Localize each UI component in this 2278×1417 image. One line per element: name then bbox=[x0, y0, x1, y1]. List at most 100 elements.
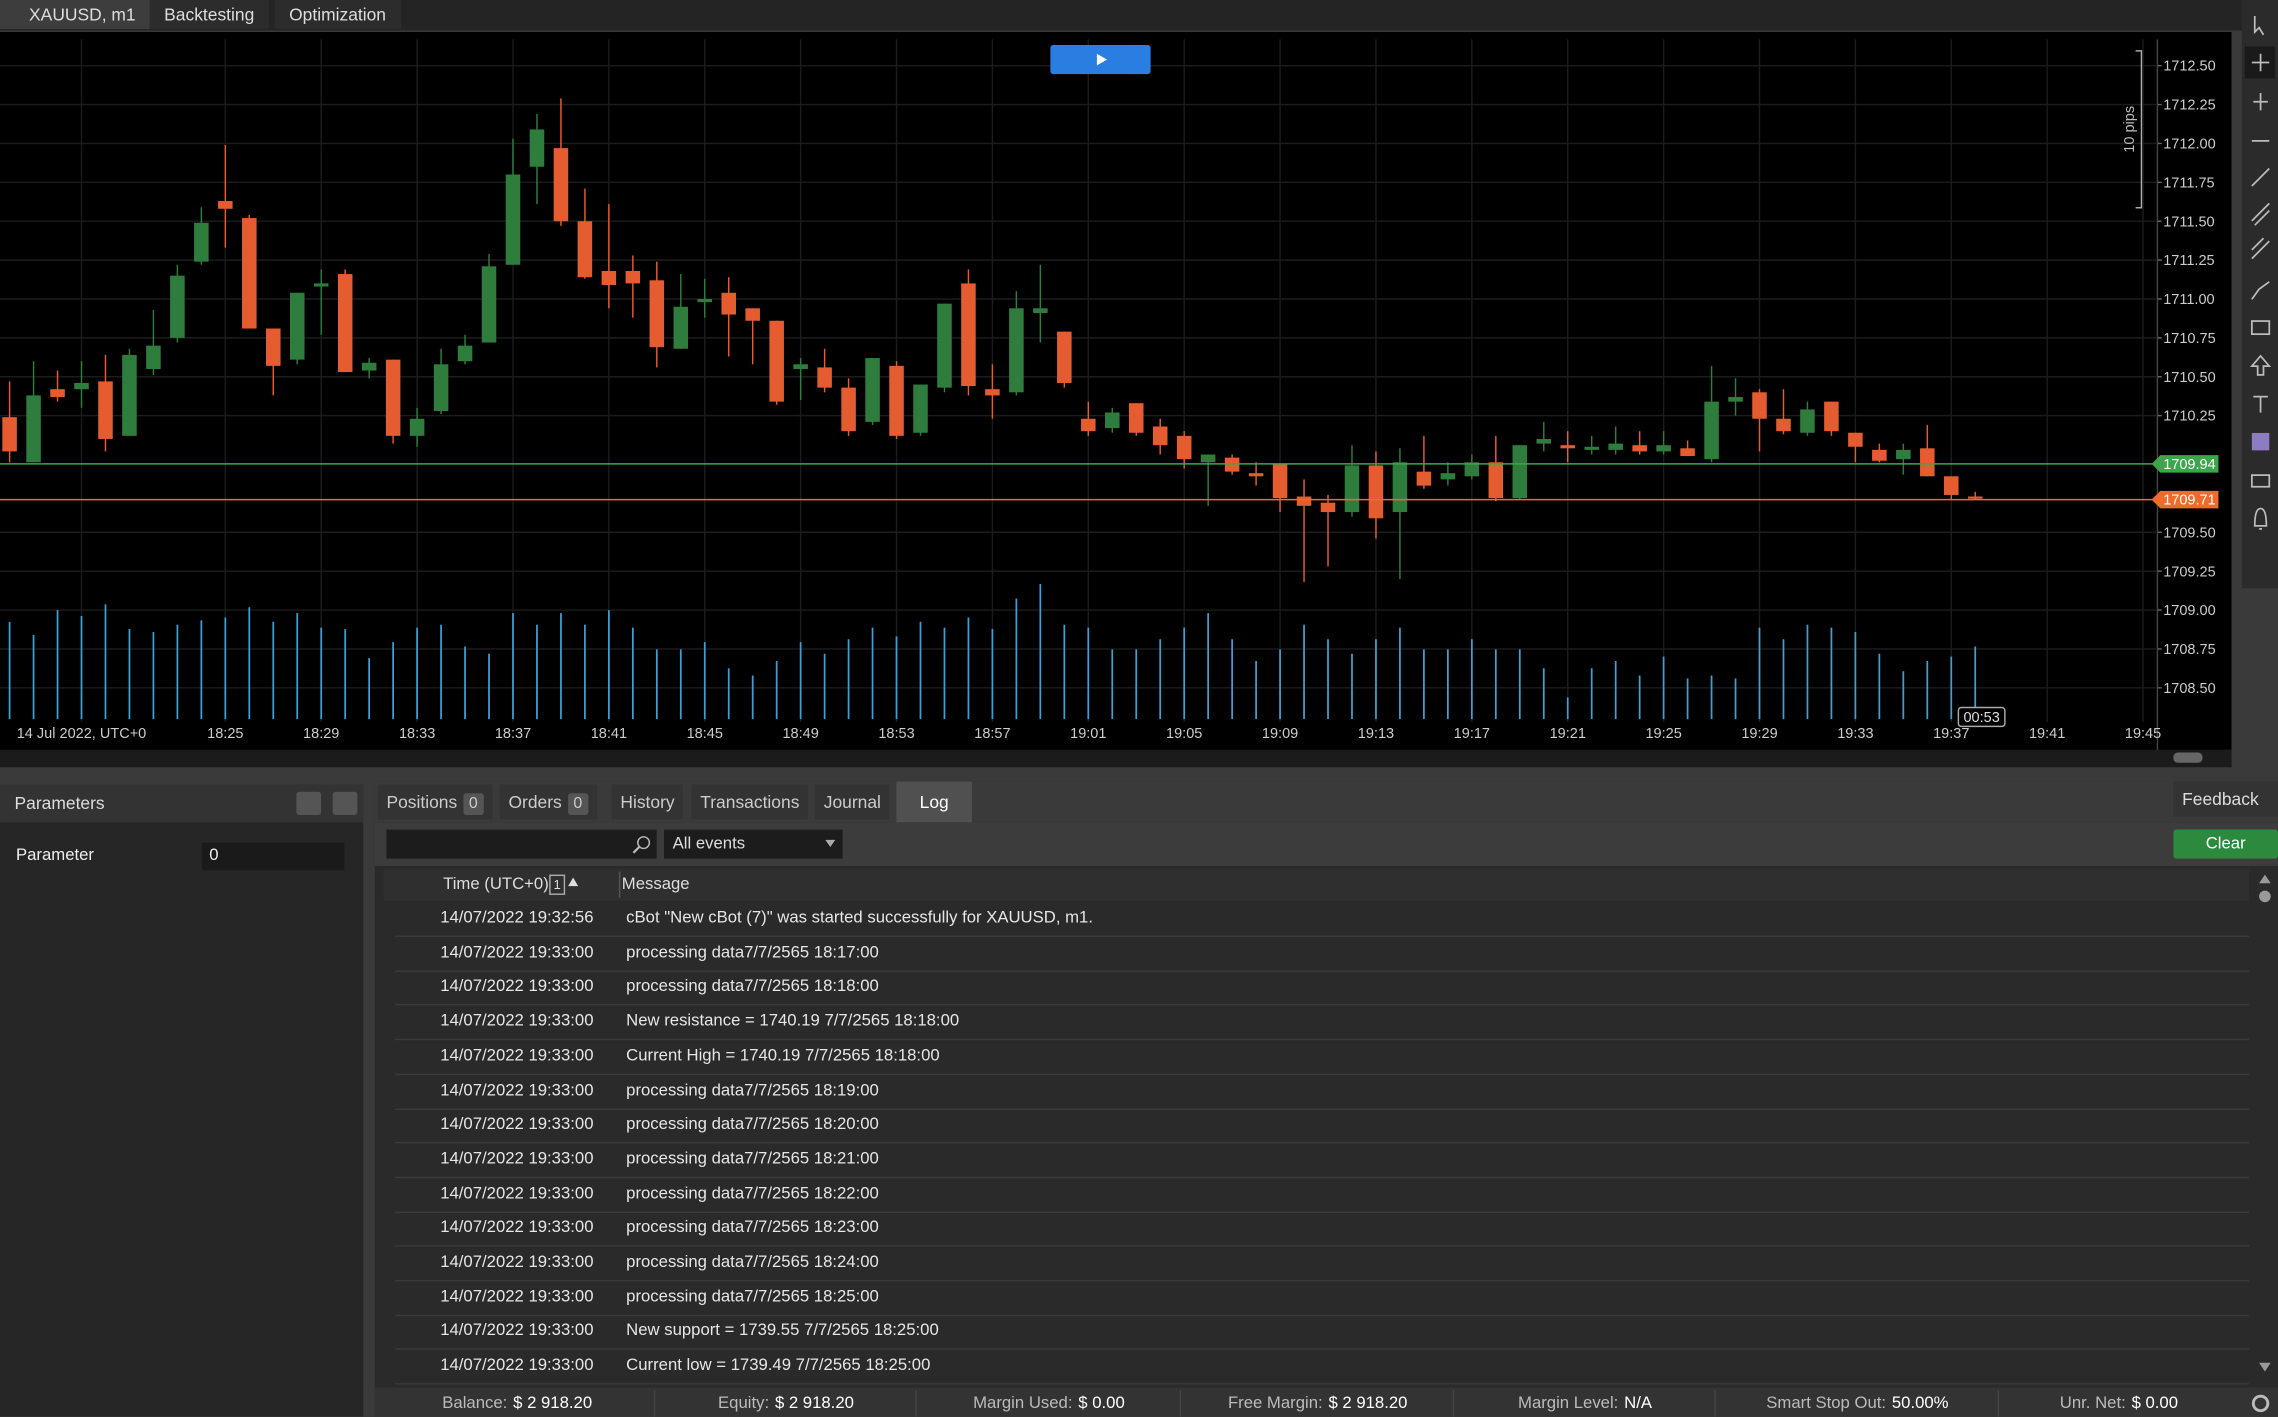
bottom-tab[interactable]: Transactions bbox=[691, 784, 809, 820]
log-row[interactable]: 14/07/2022 19:33:00 Current low = 1739.49… bbox=[395, 1350, 2249, 1385]
candle-body bbox=[74, 382, 89, 390]
candle-body bbox=[505, 174, 521, 265]
candle-body bbox=[1248, 473, 1264, 477]
event-filter[interactable]: All events bbox=[663, 829, 843, 859]
y-tick-label: 1711.25 bbox=[2163, 253, 2214, 269]
log-row[interactable]: 14/07/2022 19:33:00 Current High = 1740.1… bbox=[395, 1040, 2249, 1075]
candle-body bbox=[481, 266, 497, 343]
candle-body bbox=[385, 359, 401, 436]
message-column-header[interactable]: Message bbox=[621, 876, 690, 894]
candle-body bbox=[1488, 462, 1504, 499]
log-time: 14/07/2022 19:33:00 bbox=[440, 1047, 594, 1065]
toolbar-bg bbox=[2241, 0, 2278, 589]
bottom-tab[interactable]: Orders 0 bbox=[499, 784, 597, 820]
x-tick-label: 18:29 bbox=[303, 726, 339, 742]
tool-fib[interactable] bbox=[2251, 237, 2270, 260]
tool-text[interactable] bbox=[2253, 395, 2268, 413]
tool-pattern[interactable] bbox=[2251, 281, 2270, 300]
x-tick-label: 18:57 bbox=[974, 726, 1010, 742]
log-row[interactable]: 14/07/2022 19:33:00 processing data7/7/25… bbox=[395, 971, 2249, 1006]
log-row[interactable]: 14/07/2022 19:33:00 New resistance = 1740… bbox=[395, 1005, 2249, 1041]
log-row[interactable]: 14/07/2022 19:33:00 processing data7/7/25… bbox=[395, 937, 2249, 972]
candle-body bbox=[1680, 448, 1695, 457]
x-tick-label: 19:37 bbox=[1933, 726, 1969, 742]
time-column-header[interactable]: Time (UTC+0) bbox=[443, 876, 549, 894]
log-message: processing data7/7/2565 18:25:00 bbox=[626, 1288, 879, 1306]
tool-crosshair[interactable] bbox=[2251, 53, 2270, 72]
y-tick-label: 1711.75 bbox=[2163, 175, 2214, 191]
top-tab[interactable]: Backtesting bbox=[149, 0, 269, 30]
price-label: 1709.94 bbox=[2163, 457, 2215, 473]
save-button[interactable] bbox=[332, 791, 358, 816]
log-message: processing data7/7/2565 18:24:00 bbox=[626, 1253, 879, 1272]
status-value: $ 2 918.20 bbox=[774, 1394, 854, 1413]
tool-arrow[interactable] bbox=[2249, 354, 2272, 376]
settings-icon[interactable] bbox=[2249, 1392, 2272, 1415]
log-message: Current High = 1740.19 7/7/2565 18:18:00 bbox=[626, 1047, 940, 1065]
log-row[interactable]: 14/07/2022 19:33:00 processing data7/7/25… bbox=[395, 1247, 2249, 1282]
v-scrollbar[interactable] bbox=[2252, 869, 2278, 1380]
bottom-tab[interactable]: Positions 0 bbox=[377, 784, 493, 820]
x-tick-label: 19:05 bbox=[1166, 726, 1202, 742]
candle-body bbox=[146, 345, 161, 369]
x-tick-label: 19:17 bbox=[1454, 726, 1490, 742]
tool-color[interactable] bbox=[2251, 432, 2270, 451]
log-row[interactable]: 14/07/2022 19:33:00 processing data7/7/25… bbox=[395, 1212, 2249, 1247]
tool-rect[interactable] bbox=[2250, 320, 2271, 336]
top-tab[interactable]: XAUUSD, m1 bbox=[0, 0, 151, 30]
candle-body bbox=[937, 303, 952, 388]
candle-body bbox=[793, 364, 808, 369]
tab-label: Positions bbox=[386, 791, 458, 813]
top-tab[interactable]: Optimization bbox=[274, 0, 401, 30]
tool-measure[interactable] bbox=[2253, 92, 2268, 111]
log-message: processing data7/7/2565 18:17:00 bbox=[626, 943, 879, 962]
load-button[interactable] bbox=[296, 791, 322, 816]
tool-alert[interactable] bbox=[2253, 507, 2268, 530]
h-scrollbar[interactable] bbox=[0, 749, 2232, 768]
tool-channel[interactable] bbox=[2251, 202, 2270, 226]
bottom-tab[interactable]: Log bbox=[896, 781, 972, 823]
log-row[interactable]: 14/07/2022 19:33:00 processing data7/7/25… bbox=[395, 1143, 2249, 1179]
status-label: Unr. Net: bbox=[2059, 1394, 2126, 1413]
log-time: 14/07/2022 19:33:00 bbox=[440, 1012, 594, 1031]
bottom-tab[interactable]: History bbox=[611, 784, 684, 820]
log-time: 14/07/2022 19:33:00 bbox=[440, 1357, 594, 1375]
log-time: 14/07/2022 19:33:00 bbox=[440, 1184, 594, 1203]
candle-body bbox=[1272, 463, 1288, 499]
play-button[interactable] bbox=[1050, 45, 1151, 75]
feedback-button[interactable]: Feedback bbox=[2173, 781, 2278, 817]
candle-body bbox=[1057, 331, 1072, 383]
clear-button[interactable]: Clear bbox=[2173, 829, 2278, 859]
price-label-bg bbox=[2151, 455, 2219, 473]
status-value: $ 2 918.20 bbox=[1328, 1394, 1408, 1413]
price-label: 1709.71 bbox=[2163, 493, 2215, 509]
bottom-tab[interactable]: Journal bbox=[815, 784, 890, 820]
status-label: Equity: bbox=[718, 1394, 770, 1413]
search-box[interactable] bbox=[386, 829, 657, 859]
play-icon bbox=[1096, 53, 1108, 66]
log-time: 14/07/2022 19:32:56 bbox=[440, 909, 594, 927]
tool-screenshot[interactable] bbox=[2250, 474, 2271, 488]
candle-body bbox=[218, 200, 233, 209]
log-message: processing data7/7/2565 18:19:00 bbox=[626, 1081, 879, 1100]
candle-body bbox=[1728, 396, 1743, 402]
log-message: processing data7/7/2565 18:22:00 bbox=[626, 1184, 879, 1203]
log-row[interactable]: 14/07/2022 19:32:56 cBot "New cBot (7)" w… bbox=[395, 902, 2249, 938]
param-input[interactable]: 0 bbox=[201, 842, 345, 871]
tool-pointer[interactable] bbox=[2253, 15, 2265, 36]
log-row[interactable]: 14/07/2022 19:33:00 processing data7/7/25… bbox=[395, 1074, 2249, 1110]
status-item: Smart Stop Out: 50.00% bbox=[1714, 1390, 1999, 1417]
log-row[interactable]: 14/07/2022 19:33:00 processing data7/7/25… bbox=[395, 1109, 2249, 1144]
candle-body bbox=[721, 292, 736, 315]
log-row[interactable]: 14/07/2022 19:33:00 New support = 1739.55… bbox=[395, 1315, 2249, 1351]
log-time: 14/07/2022 19:33:00 bbox=[440, 1322, 594, 1341]
status-label: Smart Stop Out: bbox=[1766, 1394, 1887, 1413]
log-row[interactable]: 14/07/2022 19:33:00 processing data7/7/25… bbox=[395, 1281, 2249, 1316]
scroll-thumb[interactable] bbox=[2173, 752, 2203, 763]
tool-trend[interactable] bbox=[2251, 167, 2270, 187]
param-label: Parameter bbox=[15, 846, 94, 865]
log-message: processing data7/7/2565 18:21:00 bbox=[626, 1150, 879, 1168]
sort-arrow bbox=[568, 877, 579, 887]
candle-body bbox=[1632, 445, 1647, 452]
log-row[interactable]: 14/07/2022 19:33:00 processing data7/7/25… bbox=[395, 1178, 2249, 1213]
